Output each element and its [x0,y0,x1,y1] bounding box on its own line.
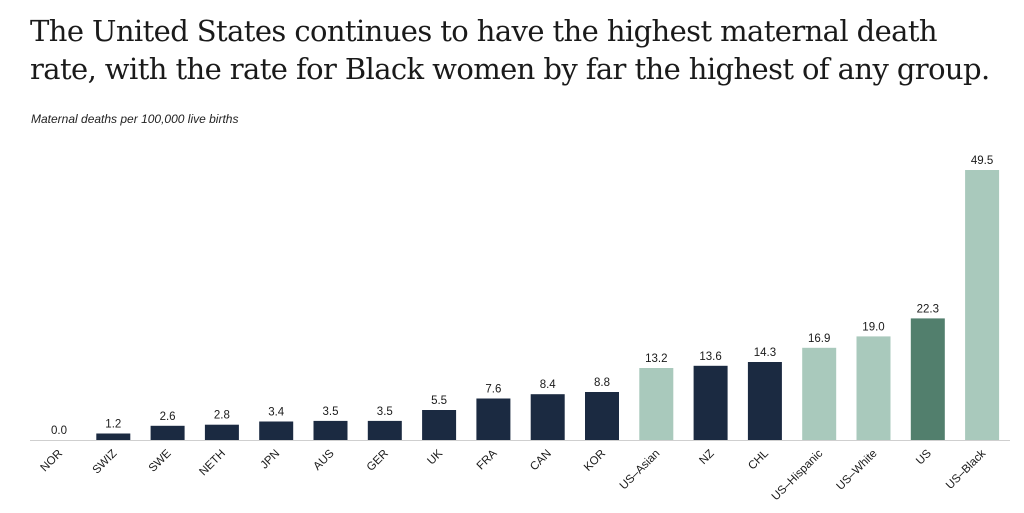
y-axis-label: Maternal deaths per 100,000 live births [31,112,239,126]
bar-1 [96,433,131,440]
bar-3 [204,424,239,440]
x-tick-label-11: US–Asian [618,448,663,493]
value-label-5: 3.5 [323,406,339,418]
value-label-17: 49.5 [971,155,993,167]
x-tick-label-4: JPN [258,448,282,472]
value-label-6: 3.5 [377,406,393,418]
value-label-12: 13.6 [699,351,721,363]
chart-title: The United States continues to have the … [30,14,990,86]
bars-group [96,170,1000,440]
value-label-0: 0.0 [51,425,67,437]
bar-9 [530,394,565,440]
x-tick-label-9: CAN [528,448,554,474]
x-tick-label-8: FRA [475,447,500,472]
x-tick-label-5: AUS [311,447,336,472]
value-label-7: 5.5 [431,395,447,407]
x-tick-label-10: KOR [582,448,608,474]
x-tick-label-6: GER [365,448,391,474]
value-label-16: 22.3 [917,303,939,315]
bar-11 [639,368,674,440]
bar-4 [259,421,294,440]
bar-17 [965,170,1000,440]
value-label-2: 2.6 [160,411,176,423]
bar-12 [693,365,728,440]
bar-5 [313,420,348,440]
x-tick-label-12: NZ [697,448,716,467]
x-tick-label-13: CHL [746,447,771,472]
bar-14 [802,347,837,440]
value-label-15: 19.0 [862,321,884,333]
value-label-13: 14.3 [754,347,776,359]
x-tick-label-0: NOR [39,448,66,475]
x-tick-label-14: US–Hispanic [770,447,826,503]
x-tick-label-1: SWIZ [91,448,120,477]
value-label-11: 13.2 [645,353,667,365]
x-tick-label-17: US–Black [944,447,988,491]
x-tick-label-3: NETH [197,448,228,479]
bar-8 [476,398,511,440]
x-tick-label-16: US [914,447,934,467]
value-label-4: 3.4 [268,407,285,419]
value-label-8: 7.6 [485,384,501,396]
bar-16 [910,318,945,440]
x-tick-label-2: SWE [147,447,174,474]
value-labels-group: 0.0 1.2 2.6 2.8 3.4 3.5 3.5 5.5 7.6 8.4 8.8 13.2 13.… [51,155,993,437]
x-tick-label-15: US–White [835,448,880,493]
x-tick-label-7: UK [425,447,445,467]
bar-7 [422,410,457,440]
value-label-9: 8.4 [540,379,557,391]
bar-6 [367,420,402,440]
value-label-14: 16.9 [808,333,830,345]
x-tick-labels-group: NOR SWIZ SWE NETH JPN AUS GER UK FRA CAN KOR US–Asi… [39,447,989,503]
bar-15 [856,336,891,440]
value-label-3: 2.8 [214,410,230,422]
bar-2 [150,425,185,440]
bar-10 [585,392,619,440]
bar-13 [747,362,782,440]
value-label-10: 8.8 [594,377,610,389]
value-label-1: 1.2 [105,419,121,431]
